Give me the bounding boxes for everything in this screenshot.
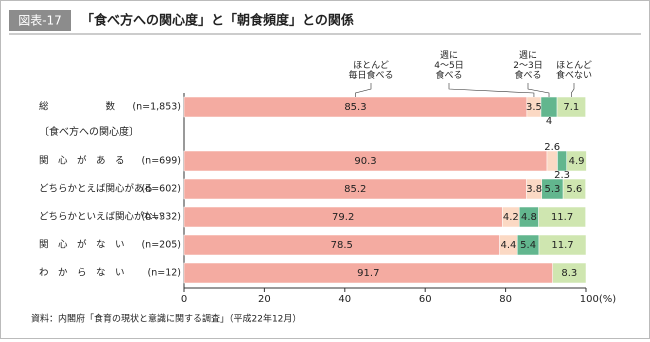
bar-segment	[566, 150, 587, 172]
n-label: (n=1,853)	[132, 102, 181, 113]
section-label: 〔食べ方への関心度〕	[39, 125, 139, 138]
legend-label: ほとんど 毎日食べる	[348, 61, 394, 81]
value-label: 5.6	[566, 184, 582, 195]
value-label: 79.2	[332, 212, 354, 223]
n-label: (n=602)	[141, 184, 181, 195]
value-label: 7.1	[563, 102, 579, 113]
n-label: (n=699)	[141, 156, 181, 167]
badge: 図表-17	[18, 14, 62, 28]
value-label: 85.2	[344, 184, 366, 195]
x-tick-label: 60	[419, 294, 432, 305]
legend-leader	[571, 83, 575, 97]
value-label: 2.6	[544, 142, 560, 153]
value-label: 85.3	[344, 102, 366, 113]
bar-segment	[557, 150, 567, 172]
category-label: 関 心 が な い	[39, 239, 125, 251]
value-label: 2.3	[554, 170, 570, 181]
badge-bg	[9, 10, 71, 31]
value-label: 4.2	[503, 212, 519, 223]
value-label: 5.3	[544, 184, 560, 195]
legend-label: 週に 2～3日 食べる	[513, 51, 543, 81]
n-label: (n=332)	[141, 212, 181, 223]
bar-segment	[538, 234, 587, 256]
value-label: 90.3	[354, 156, 376, 167]
category-label: どちらかといえば関心がない	[39, 211, 163, 223]
bar-segment	[546, 150, 558, 172]
x-tick-label: 80	[499, 294, 512, 305]
n-label: (n=12)	[148, 268, 181, 279]
value-label: 91.7	[357, 268, 379, 279]
legend-leader	[527, 83, 550, 97]
category-label: どちらかとえば関心がある	[39, 183, 153, 195]
n-label: (n=205)	[141, 240, 181, 251]
value-label: 4.4	[500, 240, 516, 251]
value-label: 4.9	[569, 156, 585, 167]
value-label: 3.5	[526, 102, 542, 113]
value-label: 3.8	[526, 184, 542, 195]
value-label: 8.3	[561, 268, 577, 279]
x-tick-label: 0	[181, 294, 187, 305]
bar-segment	[552, 262, 587, 284]
chart-title: 「食べ方への関心度」と「朝食頻度」との関係	[81, 13, 354, 29]
x-tick-label: 100(%)	[580, 294, 616, 305]
value-label: 5.4	[520, 240, 536, 251]
x-tick-label: 40	[338, 294, 351, 305]
legend-leader	[448, 83, 535, 97]
legend-label: 週に 4～5日 食べる	[434, 51, 464, 81]
bar-segment	[538, 206, 586, 228]
legend-leader	[355, 83, 372, 97]
value-label: 4.8	[521, 212, 537, 223]
source: 資料：内閣府「食育の現状と意識に関する調査」（平成22年12月）	[31, 313, 301, 325]
category-label: 総 数	[39, 101, 116, 113]
legend-label: ほとんど 食べない	[555, 61, 593, 81]
bar-segment	[540, 96, 558, 118]
value-label: 78.5	[331, 240, 353, 251]
bar-segment	[562, 178, 586, 200]
value-label: 11.7	[551, 240, 573, 251]
x-tick-label: 20	[258, 294, 271, 305]
category-label: わ か ら な い	[39, 268, 125, 279]
value-label: 4	[546, 116, 552, 127]
value-label: 11.7	[551, 212, 573, 223]
category-label: 関 心 が あ る	[39, 155, 125, 167]
